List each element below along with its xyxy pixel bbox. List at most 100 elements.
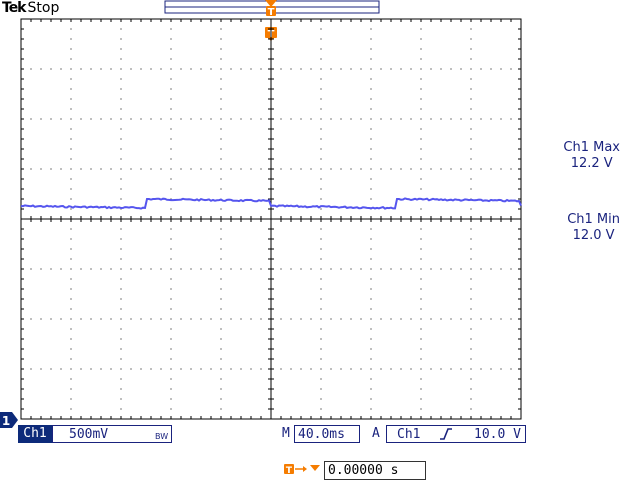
graticule-dot <box>170 288 172 290</box>
graticule-dot <box>370 398 372 400</box>
graticule-dot <box>450 168 452 170</box>
graticule-dot <box>350 118 352 120</box>
graticule-dot <box>370 68 372 70</box>
record-trigger-marker: T <box>265 0 277 18</box>
graticule-dot <box>390 118 392 120</box>
graticule-dot <box>220 318 222 320</box>
graticule-dot <box>450 118 452 120</box>
graticule-dot <box>40 168 42 170</box>
graticule-dot <box>120 68 122 70</box>
graticule-dot <box>220 158 222 160</box>
graticule-dot <box>370 158 372 160</box>
graticule-dot <box>70 308 72 310</box>
graticule-dot <box>220 28 222 30</box>
graticule-dot <box>170 78 172 80</box>
graticule-dot <box>170 208 172 210</box>
graticule-dot <box>150 368 152 370</box>
graticule-dot <box>70 398 72 400</box>
graticule-dot <box>220 178 222 180</box>
trigger-position-field[interactable]: 0.00000 s <box>324 461 426 480</box>
graticule-dot <box>170 378 172 380</box>
trigger-readout[interactable]: Ch1 10.0 V <box>386 425 526 443</box>
graticule-dot <box>310 268 312 270</box>
graticule-dot <box>380 268 382 270</box>
graticule-dot <box>60 168 62 170</box>
graticule-dot <box>220 288 222 290</box>
graticule-dot <box>220 58 222 60</box>
graticule-dot <box>70 248 72 250</box>
graticule-dot <box>240 318 242 320</box>
graticule-dot <box>120 58 122 60</box>
graticule-dot <box>370 108 372 110</box>
graticule-dot <box>370 88 372 90</box>
graticule-dot <box>290 68 292 70</box>
channel-badge[interactable]: Ch1 <box>18 425 52 443</box>
graticule-dot <box>100 118 102 120</box>
graticule-dot <box>120 408 122 410</box>
measurement-label: Ch1 Max <box>563 140 620 155</box>
graticule-dot <box>220 48 222 50</box>
graticule-dot <box>510 118 512 120</box>
graticule-dot <box>70 58 72 60</box>
graticule-dot <box>420 288 422 290</box>
graticule-dot <box>420 158 422 160</box>
graticule-dot <box>420 118 422 120</box>
graticule-dot <box>370 198 372 200</box>
graticule-dot <box>140 168 142 170</box>
rising-edge-icon <box>440 428 452 440</box>
graticule-dot <box>370 128 372 130</box>
graticule-dot <box>390 68 392 70</box>
graticule-dot <box>460 318 462 320</box>
graticule-dot <box>170 358 172 360</box>
graticule-dot <box>150 68 152 70</box>
graticule-dot <box>370 148 372 150</box>
graticule-dot <box>70 278 72 280</box>
graticule-dot <box>310 168 312 170</box>
graticule-dot <box>80 118 82 120</box>
graticule-dot <box>490 68 492 70</box>
graticule-dot <box>400 268 402 270</box>
graticule-dot <box>70 78 72 80</box>
graticule-dot <box>350 68 352 70</box>
ch1-ground-marker[interactable]: 1 <box>0 412 18 428</box>
graticule-dot <box>70 298 72 300</box>
graticule-dot <box>490 318 492 320</box>
graticule-dot <box>400 318 402 320</box>
trigger-level: 10.0 V <box>474 427 521 442</box>
graticule-dot <box>420 48 422 50</box>
graticule-dot <box>140 118 142 120</box>
graticule-dot <box>470 28 472 30</box>
time-per-div-readout[interactable]: 40.0ms <box>294 425 360 443</box>
graticule-dot <box>100 268 102 270</box>
graticule-dot <box>240 68 242 70</box>
graticule-dot <box>70 148 72 150</box>
graticule-dot <box>420 338 422 340</box>
graticule-dot <box>120 148 122 150</box>
graticule-dot <box>220 148 222 150</box>
graticule-dot <box>360 168 362 170</box>
graticule-dot <box>350 168 352 170</box>
graticule-dot <box>370 138 372 140</box>
graticule-dot <box>190 118 192 120</box>
graticule-dot <box>490 118 492 120</box>
graticule-dot <box>480 318 482 320</box>
graticule-dot <box>120 348 122 350</box>
graticule-dot <box>130 368 132 370</box>
graticule-dot <box>430 268 432 270</box>
graticule-dot <box>230 68 232 70</box>
graticule-dot <box>130 118 132 120</box>
measurement-ch1-max: Ch1 Max 12.2 V <box>563 140 620 172</box>
graticule-dot <box>170 368 172 370</box>
graticule-dot <box>70 108 72 110</box>
graticule-dot <box>370 98 372 100</box>
graticule-dot <box>200 68 202 70</box>
graticule-dot <box>370 38 372 40</box>
graticule-dot <box>290 168 292 170</box>
graticule-dot <box>300 318 302 320</box>
graticule-dot <box>60 368 62 370</box>
volts-per-div-readout[interactable]: 500mV BW <box>52 425 172 443</box>
graticule-dot <box>170 268 172 270</box>
waveform-display[interactable] <box>20 18 522 420</box>
graticule-dot <box>170 388 172 390</box>
graticule-dot <box>470 368 472 370</box>
